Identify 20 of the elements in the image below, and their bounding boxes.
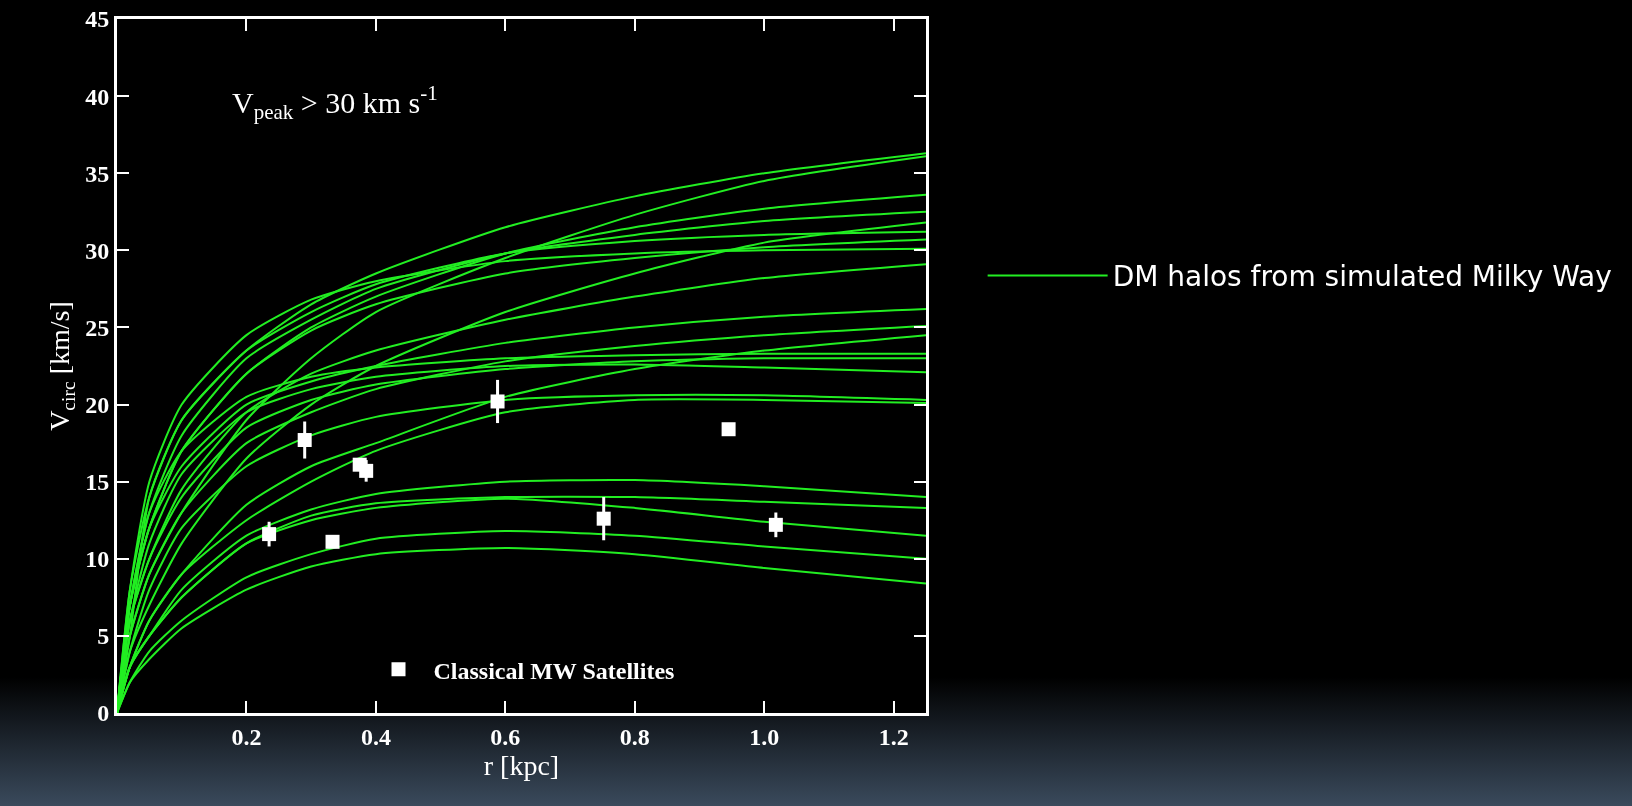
y-tick-label: 0 [97, 700, 110, 727]
x-tick-label: 1.2 [878, 723, 909, 750]
y-tick-label: 20 [85, 391, 110, 418]
legend-label: Classical MW Satellites [433, 657, 675, 684]
x-axis-title: r [kpc] [483, 749, 560, 781]
y-tick-label: 30 [85, 237, 110, 264]
y-tick-label: 5 [97, 623, 110, 650]
x-tick-label: 0.6 [490, 723, 521, 750]
x-tick-label: 0.8 [619, 723, 650, 750]
y-tick-label: 35 [85, 160, 110, 187]
x-tick-label: 0.2 [231, 723, 262, 750]
y-tick-label: 15 [85, 469, 110, 496]
x-tick-label: 0.4 [360, 723, 391, 750]
y-tick-label: 25 [85, 314, 110, 341]
y-tick-label: 40 [85, 83, 110, 110]
x-tick-label: 1.0 [749, 723, 780, 750]
y-tick-label: 45 [85, 6, 110, 33]
annotation: V$_{peak}$ > 30 km s$^{-1}$ [232, 81, 438, 124]
legend-label: DM halos from simulated Milky Way [1112, 260, 1612, 294]
y-tick-label: 10 [85, 546, 110, 573]
